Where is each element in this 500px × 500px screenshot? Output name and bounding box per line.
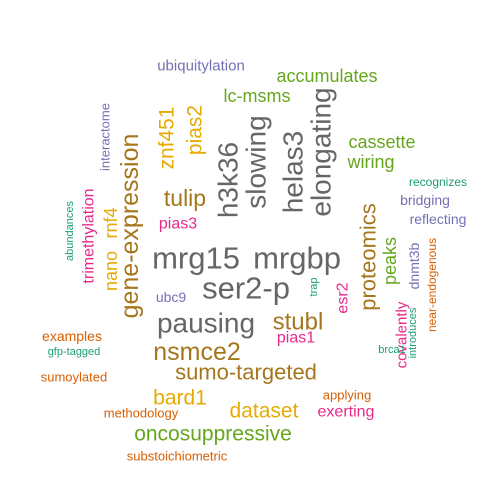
word-helas3: helas3 bbox=[278, 131, 309, 214]
word-stubl: stubl bbox=[273, 309, 324, 336]
word-mrg15: mrg15 bbox=[152, 241, 240, 276]
word-proteomics: proteomics bbox=[356, 203, 381, 311]
word-pias2: pias2 bbox=[184, 105, 207, 155]
word-recognizes: recognizes bbox=[409, 175, 467, 189]
word-substoichiometric: substoichiometric bbox=[127, 449, 228, 464]
word-methodology: methodology bbox=[104, 406, 179, 421]
word-tulip: tulip bbox=[164, 185, 206, 211]
word-pias1: pias1 bbox=[277, 330, 315, 347]
word-nano: nano bbox=[101, 251, 121, 291]
word-trap: trap bbox=[308, 278, 320, 297]
word-exerting: exerting bbox=[318, 404, 375, 421]
word-dataset: dataset bbox=[230, 400, 299, 423]
word-gene-expression: gene-expression bbox=[116, 134, 144, 319]
word-lc-msms: lc-msms bbox=[224, 86, 291, 106]
word-brca1: brca1 bbox=[378, 344, 406, 356]
word-accumulates: accumulates bbox=[276, 66, 377, 86]
word-elongating: elongating bbox=[306, 87, 337, 216]
word-abundances: abundances bbox=[64, 201, 76, 261]
word-ser2-p: ser2-p bbox=[202, 271, 290, 306]
word-rnf4: rnf4 bbox=[101, 207, 121, 238]
word-slowing: slowing bbox=[241, 115, 272, 208]
word-examples: examples bbox=[42, 328, 102, 344]
word-bard1: bard1 bbox=[153, 387, 207, 410]
word-ubiquitylation: ubiquitylation bbox=[157, 58, 245, 75]
word-pias3: pias3 bbox=[159, 216, 197, 233]
word-dnmt3b: dnmt3b bbox=[406, 242, 422, 289]
word-introduces: introduces bbox=[407, 307, 419, 358]
word-interactome: interactome bbox=[98, 103, 113, 171]
word-peaks: peaks bbox=[380, 237, 400, 285]
word-bridging: bridging bbox=[400, 192, 450, 208]
word-applying: applying bbox=[323, 388, 371, 403]
word-ubc9: ubc9 bbox=[156, 289, 187, 305]
word-trimethylation: trimethylation bbox=[81, 188, 98, 283]
word-covalently: covalently bbox=[394, 301, 411, 368]
word-gfp-tagged: gfp-tagged bbox=[48, 346, 101, 358]
word-sumoylated: sumoylated bbox=[41, 370, 107, 385]
word-wiring: wiring bbox=[346, 152, 394, 172]
word-znf451: znf451 bbox=[156, 106, 179, 169]
word-esr2: esr2 bbox=[335, 282, 352, 313]
word-h3k36: h3k36 bbox=[213, 142, 244, 218]
word-oncosuppressive: oncosuppressive bbox=[134, 423, 292, 446]
word-cassette: cassette bbox=[348, 132, 415, 152]
word-mrgbp: mrgbp bbox=[253, 241, 341, 276]
word-nsmce2: nsmce2 bbox=[153, 338, 241, 366]
word-sumo-targeted: sumo-targeted bbox=[175, 360, 317, 385]
word-near-endogenous: near-endogenous bbox=[425, 238, 439, 332]
word-pausing: pausing bbox=[157, 308, 255, 339]
word-reflecting: reflecting bbox=[410, 211, 467, 227]
